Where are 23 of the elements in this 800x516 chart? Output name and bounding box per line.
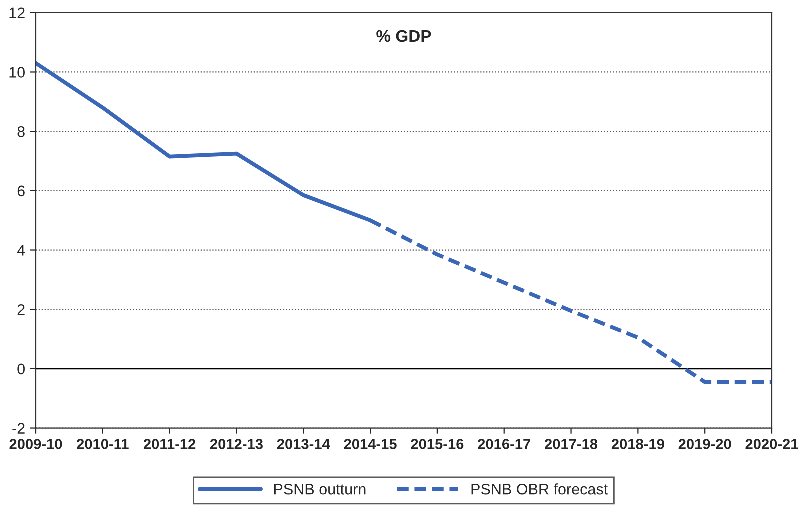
x-tick-label: 2011-12 [144, 439, 196, 450]
x-tick-label: 2019-20 [678, 439, 732, 450]
y-tick-label: 6 [18, 186, 25, 197]
legend-label: PSNB outturn [274, 484, 366, 495]
x-tick-label: 2009-10 [10, 439, 62, 450]
y-tick-label: 4 [17, 245, 26, 256]
y-tick-label: 2 [18, 304, 25, 316]
x-tick-label: 2010-11 [77, 439, 129, 450]
x-tick-label: 2020-21 [746, 439, 798, 450]
legend-label: PSNB OBR forecast [472, 484, 608, 495]
x-tick-label: 2018-19 [612, 439, 664, 450]
x-tick-label: 2013-14 [277, 439, 330, 450]
y-tick-label: 0 [18, 364, 25, 375]
y-tick-label: 12 [10, 8, 25, 18]
x-tick-label: 2015-16 [411, 439, 464, 450]
x-tick-label: 2017-18 [545, 439, 598, 450]
x-tick-label: 2016-17 [478, 439, 530, 450]
x-tick-label: 2014-15 [344, 439, 397, 450]
y-tick-label: 10 [10, 67, 25, 78]
y-tick-label: -2 [12, 423, 25, 434]
y-tick-label: 8 [18, 126, 25, 138]
x-tick-label: 2012-13 [210, 439, 263, 450]
text: % GDP [376, 30, 432, 42]
